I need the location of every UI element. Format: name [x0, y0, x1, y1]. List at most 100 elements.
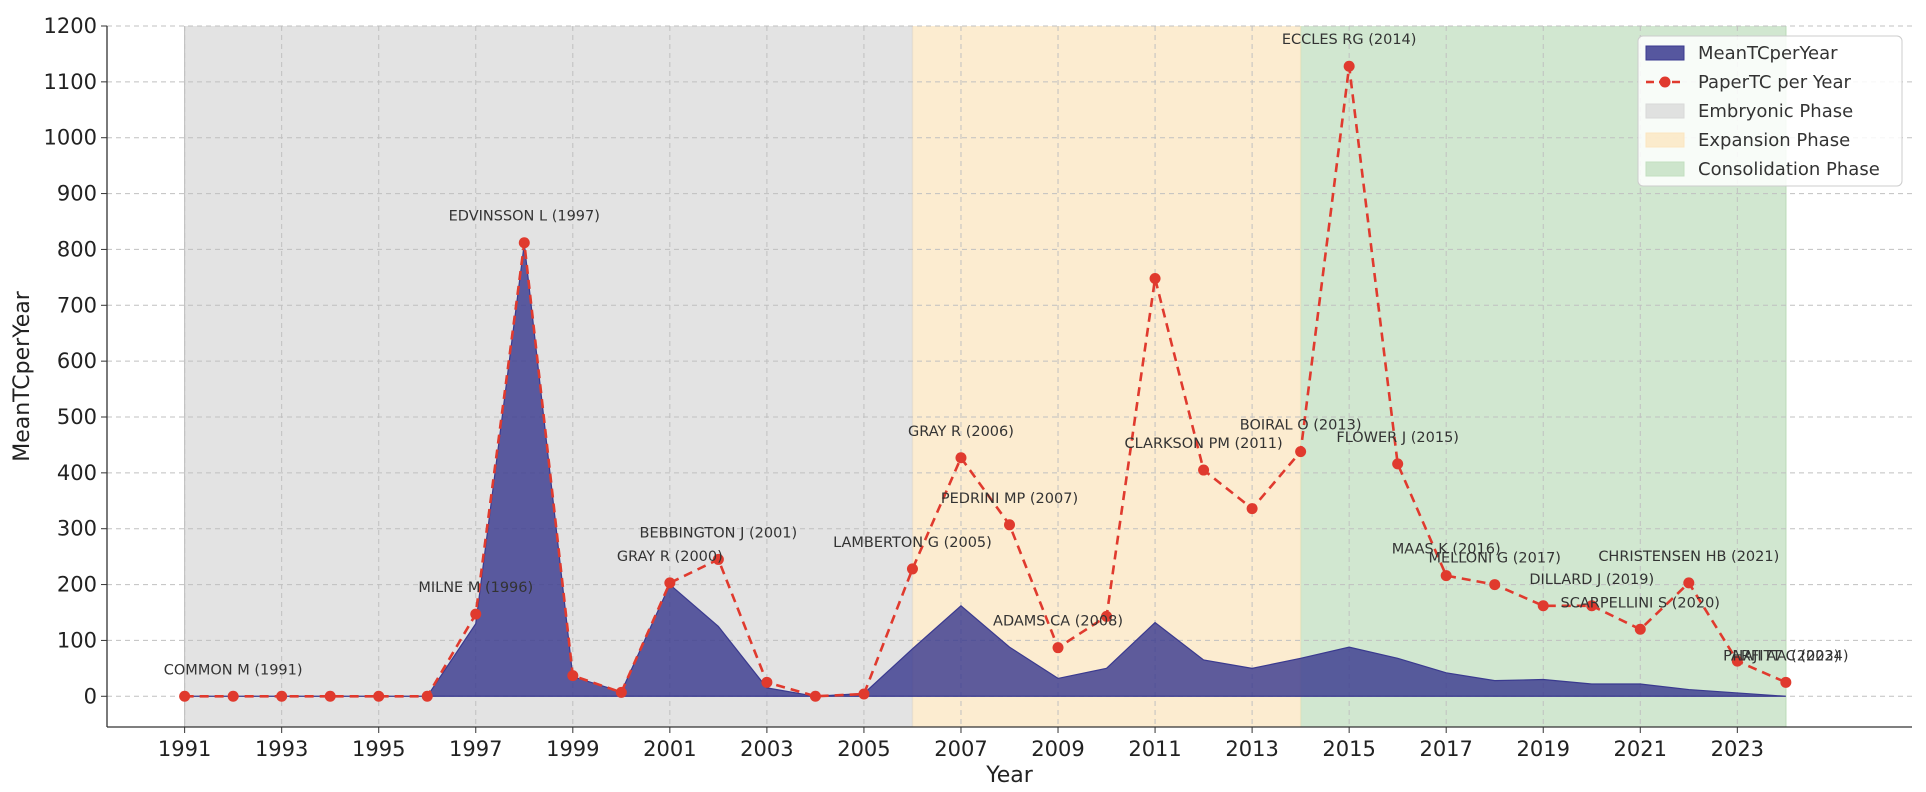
annotation-label: BEBBINGTON J (2001)	[640, 525, 798, 541]
series-papertc-per-year-point	[1198, 464, 1210, 476]
annotation-label: BOIRAL O (2013)	[1240, 418, 1362, 434]
x-tick-label: 1997	[449, 737, 502, 761]
x-tick-label: 1991	[158, 737, 211, 761]
x-tick-label: 2005	[837, 737, 890, 761]
annotation-label: DILLARD J (2019)	[1529, 572, 1654, 588]
x-tick-label: 1993	[255, 737, 308, 761]
y-tick-label: 900	[57, 182, 97, 206]
x-tick-label: 2009	[1031, 737, 1084, 761]
x-tick-label: 1999	[546, 737, 599, 761]
series-papertc-per-year-point	[276, 690, 288, 702]
legend-box	[1637, 35, 1903, 187]
series-papertc-per-year-point	[179, 690, 191, 702]
x-tick-label: 2001	[643, 737, 696, 761]
annotation-label: ADAMS CA (2008)	[993, 614, 1123, 630]
x-tick-label: 2011	[1128, 737, 1181, 761]
y-tick-label: 200	[57, 573, 97, 597]
series-papertc-per-year-point	[761, 676, 773, 688]
legend-marker-papertc-per-year	[1659, 76, 1671, 88]
series-papertc-per-year-point	[1101, 610, 1113, 622]
series-papertc-per-year-point	[809, 690, 821, 702]
series-papertc-per-year-point	[1343, 60, 1355, 72]
annotation-label: GRAY R (2006)	[908, 424, 1014, 440]
annotation-label: COMMON M (1991)	[164, 662, 303, 678]
series-papertc-per-year-point	[664, 577, 676, 589]
series-papertc-per-year-point	[1149, 272, 1161, 284]
annotation-label: MILNE M (1996)	[418, 580, 533, 596]
series-papertc-per-year-point	[421, 690, 433, 702]
series-meantcperyear-area	[184, 243, 1786, 697]
series-papertc-per-year-point	[906, 563, 918, 575]
series-papertc-per-year-point	[373, 690, 385, 702]
annotation-label: GRAY R (2000)	[617, 549, 723, 565]
series-papertc-per-year-point	[1004, 519, 1015, 531]
annotation-label: MELLONI G (2017)	[1428, 551, 1561, 567]
series-papertc-per-year-point	[1440, 570, 1452, 582]
x-tick-label: 1995	[352, 737, 405, 761]
series-papertc-per-year-point	[324, 690, 336, 702]
series-papertc-per-year-point	[1683, 577, 1695, 589]
series-papertc-per-year-line	[184, 66, 1787, 698]
series-papertc-per-year-point	[1052, 642, 1064, 654]
series-papertc-per-year-point	[1634, 623, 1646, 635]
x-tick-label: 2007	[934, 737, 987, 761]
series-papertc-per-year-point	[1731, 655, 1743, 667]
x-tick-label: 2019	[1517, 737, 1570, 761]
x-tick-label: 2021	[1614, 737, 1667, 761]
legend-label-consolidation-phase: Consolidation Phase	[1698, 159, 1880, 180]
y-tick-label: 100	[57, 628, 97, 652]
y-tick-label: 1100	[44, 70, 97, 94]
x-axis-title: Year	[985, 763, 1034, 788]
y-tick-label: 500	[57, 405, 97, 429]
annotations: COMMON M (1991) MILNE M (1996) EDVINSSON L…	[164, 32, 1849, 678]
series-papertc-per-year-point	[955, 452, 967, 464]
y-tick-label: 1000	[44, 126, 97, 150]
x-tick-label: 2013	[1225, 737, 1278, 761]
series-papertc-per-year-point	[712, 553, 724, 565]
annotation-label: SCARPELLINI S (2020)	[1561, 595, 1720, 611]
annotation-label: LAMBERTON G (2005)	[833, 535, 992, 551]
mean-tc-area-layer	[184, 243, 1786, 697]
phase-bands	[184, 26, 1787, 727]
series-papertc-per-year-point	[858, 688, 870, 700]
y-tick-label: 600	[57, 349, 97, 373]
annotation-label: PEDRINI MP (2007)	[941, 491, 1078, 507]
legend-swatch-embryonic-phase	[1645, 103, 1685, 119]
legend-label-papertc-per-year: PaperTC per Year	[1698, 72, 1852, 93]
annotation-label: MAAS K (2016)	[1392, 542, 1501, 558]
y-tick-label: 0	[84, 684, 97, 708]
series-papertc-per-year-point	[1489, 579, 1501, 591]
annotation-label: ECCLES RG (2014)	[1282, 32, 1417, 48]
axes: 0 100 200 300 400 500 600 700 800 900 1000 1100 1200…	[44, 14, 1912, 761]
y-tick-label: 700	[57, 293, 97, 317]
y-axis-title: MeanTCperYear	[10, 290, 35, 462]
series-papertc-per-year-point	[615, 686, 627, 698]
annotation-label: CHRISTENSEN HB (2021)	[1598, 549, 1779, 565]
series-papertc-per-year-point	[1246, 503, 1258, 515]
series-papertc-per-year-point	[1295, 446, 1307, 458]
y-tick-label: 400	[57, 461, 97, 485]
annotation-label: CLARKSON PM (2011)	[1124, 436, 1282, 452]
x-tick-label: 2003	[740, 737, 793, 761]
series-papertc-per-year-point	[1537, 600, 1549, 612]
legend-swatch-expansion-phase	[1645, 132, 1685, 148]
series-papertc-per-year-point	[470, 608, 482, 620]
series-papertc-per-year-point	[1586, 600, 1598, 612]
series-papertc-per-year-point	[518, 237, 530, 249]
x-tick-label: 2023	[1711, 737, 1764, 761]
y-tick-label: 1200	[44, 14, 97, 38]
series-papertc-per-year-point	[1392, 458, 1404, 470]
y-tick-label: 800	[57, 237, 97, 261]
legend-label-expansion-phase: Expansion Phase	[1698, 130, 1850, 151]
annotation-label: EDVINSSON L (1997)	[449, 209, 600, 225]
legend-label-embryonic-phase: Embryonic Phase	[1698, 101, 1853, 122]
legend-swatch-consolidation-phase	[1645, 161, 1685, 177]
annotation-label: PARFITT C (2024)	[1723, 648, 1848, 664]
paper-tc-line-layer	[179, 60, 1792, 702]
series-papertc-per-year-point	[1780, 676, 1792, 688]
legend: MeanTCperYear PaperTC per Year Embryonic P…	[1637, 35, 1903, 187]
x-tick-label: 2017	[1419, 737, 1472, 761]
y-tick-label: 300	[57, 517, 97, 541]
legend-swatch-meantcperyear	[1645, 45, 1685, 61]
